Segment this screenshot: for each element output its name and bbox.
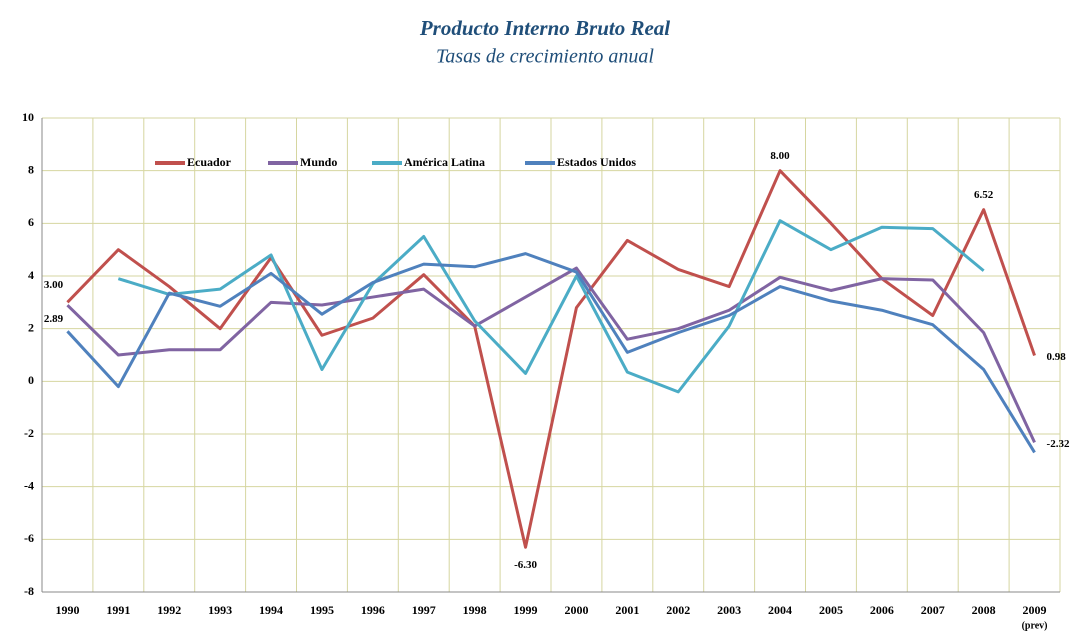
data-label: 6.52 [974, 189, 994, 201]
legend-label: América Latina [404, 155, 485, 169]
x-note: (prev) [1022, 620, 1048, 631]
x-tick-label: 2001 [615, 603, 639, 617]
series-line [66, 169, 1036, 549]
y-tick-label: -6 [24, 531, 34, 545]
x-tick-label: 1994 [259, 603, 283, 617]
series-line [117, 219, 985, 394]
x-tick-label: 2008 [972, 603, 996, 617]
data-label: 0.98 [1047, 351, 1067, 363]
y-tick-label: 10 [22, 110, 34, 124]
chart-subtitle: Tasas de crecimiento anual [436, 46, 654, 68]
x-tick-label: 1990 [55, 603, 79, 617]
data-label: 3.00 [44, 279, 64, 291]
chart-title: Producto Interno Bruto Real [419, 16, 670, 40]
x-tick-label: 1992 [157, 603, 181, 617]
y-tick-label: -8 [24, 584, 34, 598]
x-tick-label: 1996 [361, 603, 385, 617]
series-line [66, 252, 1036, 454]
x-tick-label: 1999 [514, 603, 538, 617]
series-line [66, 266, 1036, 444]
x-tick-label: 1995 [310, 603, 334, 617]
x-tick-label: 1998 [463, 603, 487, 617]
x-tick-label: 2002 [666, 603, 690, 617]
y-tick-label: 6 [28, 215, 34, 229]
x-tick-label: 1991 [106, 603, 130, 617]
y-tick-label: 2 [28, 320, 34, 334]
legend-label: Ecuador [187, 155, 232, 169]
x-tick-label: 1993 [208, 603, 232, 617]
x-tick-label: 2004 [768, 603, 792, 617]
legend-label: Mundo [300, 155, 337, 169]
data-label: -2.32 [1047, 438, 1070, 450]
x-tick-label: 2009 [1023, 603, 1047, 617]
y-tick-label: 0 [28, 373, 34, 387]
data-label: 8.00 [770, 150, 790, 162]
x-tick-label: 2007 [921, 603, 945, 617]
data-label: -6.30 [514, 559, 537, 571]
y-tick-label: -2 [24, 426, 34, 440]
x-tick-label: 1997 [412, 603, 436, 617]
x-tick-label: 2000 [564, 603, 588, 617]
y-tick-label: -4 [24, 478, 34, 492]
y-tick-label: 8 [28, 162, 34, 176]
legend-label: Estados Unidos [557, 155, 636, 169]
x-tick-label: 2006 [870, 603, 894, 617]
y-tick-label: 4 [28, 268, 34, 282]
x-tick-label: 2003 [717, 603, 741, 617]
data-label: 2.89 [44, 313, 64, 325]
x-tick-label: 2005 [819, 603, 843, 617]
